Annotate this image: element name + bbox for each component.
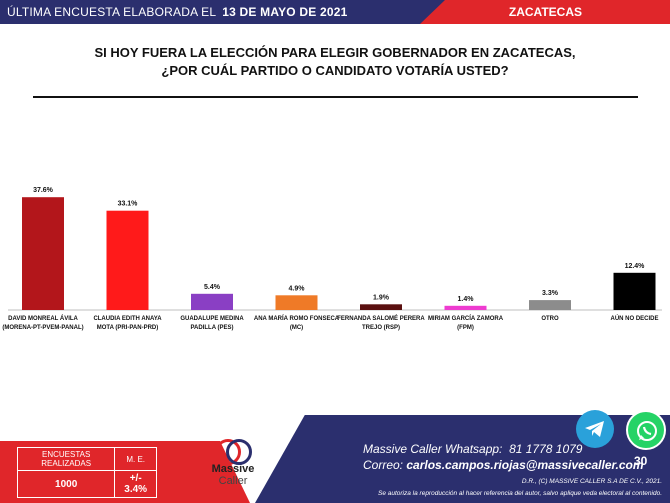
state-name: ZACATECAS: [508, 5, 582, 19]
massive-caller-logo: Massive Caller: [200, 437, 266, 487]
logo-name-1: Massive: [211, 463, 255, 475]
logo-icon: [215, 437, 252, 465]
survey-label: ÚLTIMA ENCUESTA ELABORADA EL: [7, 5, 217, 19]
bar-5: [444, 305, 487, 310]
bar-6: [529, 300, 571, 310]
category-label-5-1: (FPM): [457, 325, 474, 331]
category-label-3-1: (MC): [290, 325, 303, 331]
value-label-1: 33.1%: [118, 201, 139, 208]
page-number: 30: [634, 454, 648, 468]
stats-value-surveys: 1000: [16, 470, 116, 498]
category-label-5-0: MIRIAM GARCÍA ZAMORA: [428, 314, 504, 322]
category-label-4-1: TREJO (RSP): [362, 325, 400, 331]
category-label-1-0: CLAUDIA EDITH ANAYA: [93, 316, 162, 322]
bar-0: [22, 197, 64, 310]
value-label-0: 37.6%: [33, 187, 54, 194]
whatsapp-label: Massive Caller Whatsapp:: [363, 442, 503, 456]
state-banner: [420, 0, 670, 24]
bar-4: [360, 304, 402, 310]
value-label-6: 3.3%: [542, 290, 559, 297]
stats-header-surveys: ENCUESTAS REALIZADAS: [16, 447, 116, 471]
top-banner: ÚLTIMA ENCUESTA ELABORADA EL 13 DE MAYO D…: [0, 0, 670, 24]
category-label-2-0: GUADALUPE MEDINA: [180, 316, 244, 322]
value-label-5: 1.4%: [458, 296, 475, 303]
bar-7: [613, 272, 656, 310]
category-label-3-0: ANA MARÍA ROMO FONSECA: [254, 314, 340, 322]
whatsapp-number[interactable]: 81 1778 1079: [509, 442, 583, 456]
category-label-0-1: (MORENA-PT-PVEM-PANAL): [2, 325, 83, 331]
email-label: Correo:: [363, 458, 404, 472]
survey-date: 13 DE MAYO DE 2021: [222, 5, 348, 19]
question-line-2: ¿POR CUÁL PARTIDO O CANDIDATO VOTARÍA US…: [161, 63, 509, 78]
survey-stats-table: ENCUESTAS REALIZADAS M. E. 1000 +/- 3.4%: [16, 447, 157, 498]
email-contact: Correo: carlos.campos.riojas@massivecall…: [363, 458, 644, 472]
bar-chart: 37.6% DAVID MONREAL ÁVILA (MORENA-PT-PVEM-…: [2, 187, 662, 331]
survey-date-line: ÚLTIMA ENCUESTA ELABORADA EL 13 DE MAYO D…: [7, 5, 347, 19]
category-label-2-1: PADILLA (PES): [191, 325, 234, 331]
category-label-1-1: MOTA (PRI-PAN-PRD): [97, 325, 159, 331]
value-label-7: 12.4%: [625, 263, 646, 270]
stats-value-margin: +/- 3.4%: [114, 470, 157, 498]
category-label-4-0: FERNANDA SALOMÉ PERERA: [337, 314, 425, 322]
reproduction-text: Se autoriza la reproducción al hacer ref…: [377, 490, 662, 497]
bar-1: [106, 210, 149, 310]
value-label-4: 1.9%: [373, 294, 390, 301]
category-label-6-0: OTRO: [541, 316, 559, 322]
category-label-7-0: AÚN NO DECIDE: [610, 315, 658, 322]
email-address[interactable]: carlos.campos.riojas@massivecaller.com: [406, 458, 644, 472]
value-label-2: 5.4%: [204, 284, 221, 291]
bar-2: [191, 293, 233, 310]
rights-text: D.R., (C) MASSIVE CALLER S.A DE C.V., 20…: [521, 478, 662, 485]
stats-header-margin: M. E.: [114, 447, 157, 471]
logo-name-2: Caller: [218, 475, 248, 487]
question-line-1: SI HOY FUERA LA ELECCIÓN PARA ELEGIR GOB…: [94, 45, 576, 60]
whatsapp-contact: Massive Caller Whatsapp: 81 1778 1079: [363, 442, 582, 456]
title-divider: [33, 96, 638, 98]
category-label-0-0: DAVID MONREAL ÁVILA: [8, 315, 78, 322]
value-label-3: 4.9%: [289, 285, 306, 292]
whatsapp-icon[interactable]: [626, 410, 666, 450]
bar-3: [275, 295, 318, 310]
telegram-icon[interactable]: [576, 410, 614, 448]
